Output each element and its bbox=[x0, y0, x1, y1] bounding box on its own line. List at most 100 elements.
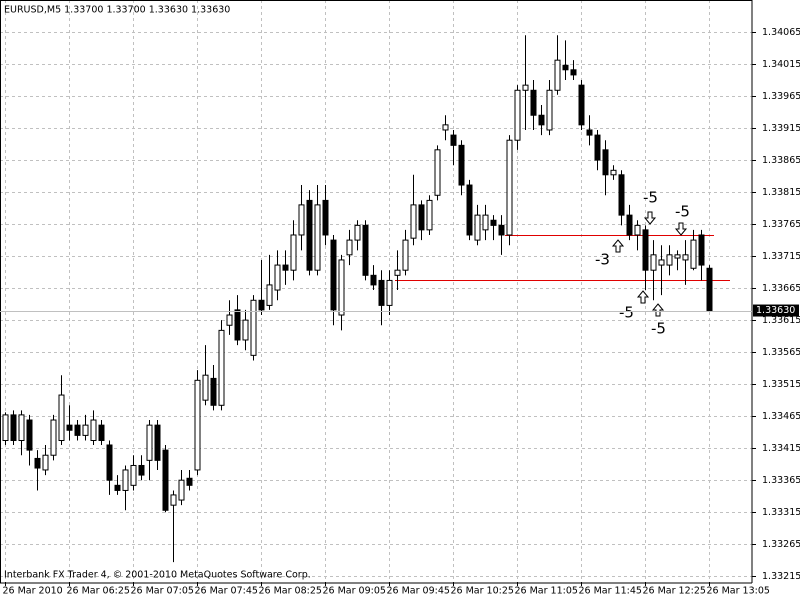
candle-body bbox=[706, 267, 713, 312]
candle-body bbox=[442, 124, 449, 131]
candle-body bbox=[74, 424, 81, 436]
annotation: -5 bbox=[675, 203, 690, 221]
y-tick-label: 1.33315 bbox=[762, 507, 800, 518]
candle-body bbox=[466, 184, 473, 236]
candle-body bbox=[618, 174, 625, 216]
candle-body bbox=[26, 419, 33, 451]
down-arrow bbox=[674, 222, 688, 236]
candle-body bbox=[18, 414, 25, 442]
candle-body bbox=[666, 254, 673, 266]
candle-body bbox=[146, 424, 153, 461]
candle-body bbox=[578, 84, 585, 126]
candle-body bbox=[322, 199, 329, 236]
y-tick-label: 1.33365 bbox=[762, 475, 800, 486]
candle-body bbox=[434, 149, 441, 196]
candle-body bbox=[506, 139, 513, 236]
levels bbox=[395, 235, 730, 281]
y-tick-label: 1.33465 bbox=[762, 411, 800, 422]
candle-body bbox=[546, 89, 553, 131]
candle-body bbox=[2, 414, 9, 442]
y-tick-label: 1.33915 bbox=[762, 123, 800, 134]
y-tick-label: 1.33265 bbox=[762, 539, 800, 550]
y-tick-label: 1.33715 bbox=[762, 251, 800, 262]
candle-body bbox=[642, 229, 649, 271]
candle-body bbox=[314, 204, 321, 271]
candle-body bbox=[634, 224, 641, 236]
annotation: -5 bbox=[643, 189, 658, 207]
candle-body bbox=[178, 479, 185, 501]
y-tick-label: 1.33515 bbox=[762, 379, 800, 390]
x-tick-label: 26 Mar 08:25 bbox=[259, 586, 322, 597]
candle-body bbox=[226, 314, 233, 326]
up-arrow bbox=[651, 303, 665, 317]
candle-body bbox=[362, 224, 369, 276]
candle-body bbox=[570, 69, 577, 76]
candle-body bbox=[530, 89, 537, 116]
candle-body bbox=[290, 234, 297, 271]
candle-body bbox=[90, 419, 97, 442]
candle-body bbox=[482, 214, 489, 231]
candle-body bbox=[402, 239, 409, 271]
candle-body bbox=[674, 254, 681, 259]
candle-body bbox=[58, 394, 65, 442]
candle-body bbox=[106, 444, 113, 481]
x-tick-label: 26 Mar 11:05 bbox=[515, 586, 578, 597]
x-tick-label: 26 Mar 13:05 bbox=[707, 586, 770, 597]
y-tick-label: 1.33815 bbox=[762, 187, 800, 198]
candle-body bbox=[394, 269, 401, 276]
candle-body bbox=[370, 274, 377, 286]
y-tick-label: 1.33615 bbox=[762, 315, 800, 326]
candle-body bbox=[418, 204, 425, 231]
candle-body bbox=[330, 239, 337, 311]
last-price-box bbox=[753, 304, 799, 317]
candle-body bbox=[458, 144, 465, 186]
candle-body bbox=[82, 424, 89, 436]
x-tick-label: 26 Mar 11:45 bbox=[579, 586, 642, 597]
x-tick-label: 26 Mar 10:25 bbox=[451, 586, 514, 597]
candle-body bbox=[306, 199, 313, 271]
candle-body bbox=[626, 214, 633, 236]
up-arrow bbox=[611, 239, 625, 253]
candle-body bbox=[122, 469, 129, 491]
candle-body bbox=[114, 484, 121, 491]
candle-body bbox=[202, 374, 209, 401]
x-tick-label: 26 Mar 07:45 bbox=[195, 586, 258, 597]
candle-body bbox=[242, 319, 249, 341]
candle-body bbox=[522, 84, 529, 91]
candle-body bbox=[354, 224, 361, 241]
candle-body bbox=[490, 219, 497, 226]
candles bbox=[2, 35, 713, 563]
y-tick-label: 1.34015 bbox=[762, 59, 800, 70]
x-tick-label: 26 Mar 07:05 bbox=[131, 586, 194, 597]
y-tick-label: 1.33215 bbox=[762, 571, 800, 582]
y-tick-label: 1.33665 bbox=[762, 283, 800, 294]
y-tick-label: 1.33765 bbox=[762, 219, 800, 230]
annotation: -5 bbox=[651, 320, 666, 338]
candle-body bbox=[514, 89, 521, 141]
candle-body bbox=[474, 214, 481, 241]
y-tick-label: 1.33565 bbox=[762, 347, 800, 358]
candle-body bbox=[658, 259, 665, 266]
candle-body bbox=[10, 414, 17, 442]
footer: Interbank FX Trader 4, © 2001-2010 MetaQ… bbox=[4, 570, 311, 581]
candle-body bbox=[586, 129, 593, 136]
candle-body bbox=[234, 309, 241, 341]
x-tick-label: 26 Mar 12:25 bbox=[643, 586, 706, 597]
candle-body bbox=[258, 299, 265, 311]
candle-body bbox=[170, 494, 177, 506]
candle-body bbox=[450, 134, 457, 146]
candle-body bbox=[138, 464, 145, 476]
up-arrow bbox=[636, 290, 650, 304]
candle-body bbox=[682, 254, 689, 261]
candle-body bbox=[378, 279, 385, 306]
candle-body bbox=[154, 424, 161, 461]
x-tick-label: 26 Mar 09:05 bbox=[323, 586, 386, 597]
candle-body bbox=[130, 464, 137, 486]
signals bbox=[611, 211, 688, 317]
candle-body bbox=[218, 329, 225, 406]
candle-body bbox=[250, 299, 257, 356]
candle-body bbox=[98, 424, 105, 442]
chart-title: EURUSD,M5 1.33700 1.33700 1.33630 1.3363… bbox=[4, 5, 230, 16]
